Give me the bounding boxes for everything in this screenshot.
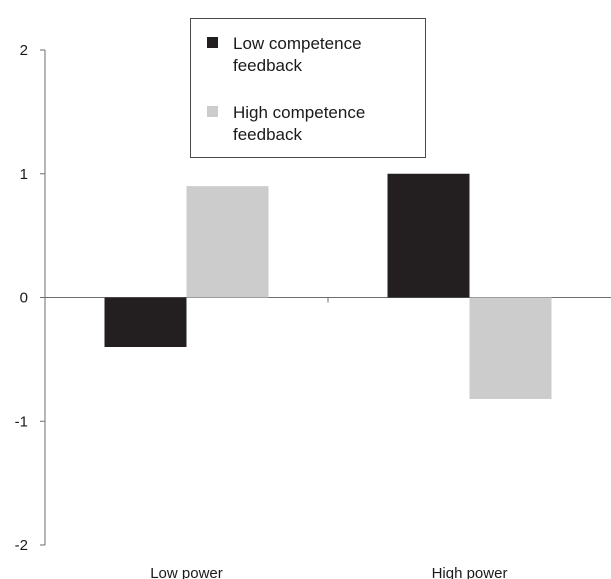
legend-label-low-competence-line2: feedback <box>233 56 302 75</box>
x-category-label: Low power <box>150 565 223 579</box>
bar-low-power-low-competence <box>104 297 187 347</box>
legend-item-high-competence: High competence feedback <box>207 102 403 146</box>
y-tick-label: 2 <box>20 42 28 59</box>
bar-low-power-high-competence <box>186 186 269 298</box>
bar-high-power-high-competence <box>469 297 552 399</box>
chart-bars <box>104 173 552 399</box>
legend-label-low-competence-line1: Low competence <box>233 34 362 53</box>
legend-label-low-competence: Low competence feedback <box>233 33 403 77</box>
legend-item-low-competence: Low competence feedback <box>207 33 403 77</box>
legend-label-high-competence-line1: High competence <box>233 103 366 122</box>
y-tick-label: -2 <box>15 537 28 554</box>
legend-swatch-high-competence <box>207 106 218 117</box>
legend-swatch-low-competence <box>207 37 218 48</box>
legend-label-high-competence: High competence feedback <box>233 102 403 146</box>
legend-label-high-competence-line2: feedback <box>233 125 302 144</box>
legend: Low competence feedback High competence … <box>190 18 426 158</box>
y-tick-label: 1 <box>20 166 28 183</box>
bar-high-power-low-competence <box>387 173 470 298</box>
y-tick-label: -1 <box>15 413 28 430</box>
chart-tick-labels: 2 1 0 -1 -2 Low power High power <box>15 42 508 579</box>
x-category-label: High power <box>432 565 508 579</box>
y-tick-label: 0 <box>20 290 28 307</box>
